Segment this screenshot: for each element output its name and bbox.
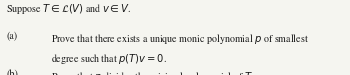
Text: Prove that $p$ divides the minimal polynomial of $T$.: Prove that $p$ divides the minimal polyn…	[51, 70, 254, 75]
Text: Suppose $T \in \mathcal{L}(V)$ and $v \in V$.: Suppose $T \in \mathcal{L}(V)$ and $v \i…	[6, 2, 132, 16]
Text: degree such that $p(T)v = 0$.: degree such that $p(T)v = 0$.	[51, 52, 167, 67]
Text: (b): (b)	[6, 70, 18, 75]
Text: Prove that there exists a unique monic polynomial $p$ of smallest: Prove that there exists a unique monic p…	[51, 32, 309, 46]
Text: (a): (a)	[6, 32, 18, 41]
